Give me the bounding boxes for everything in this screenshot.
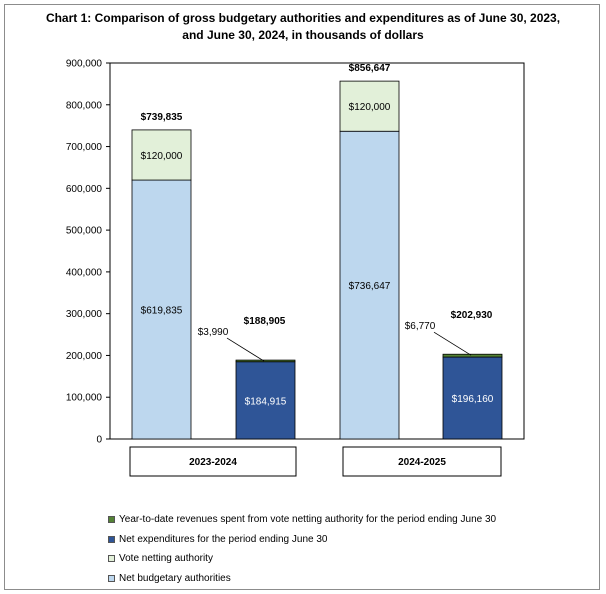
leader-line <box>226 337 265 362</box>
category-box <box>129 446 297 477</box>
data-label: $184,915 <box>245 396 287 407</box>
data-label: $3,990 <box>198 327 229 338</box>
category-box <box>342 446 502 477</box>
bar-segment <box>442 356 503 440</box>
data-label: $619,835 <box>141 306 183 317</box>
bar-segment <box>235 361 296 440</box>
legend-item-revenues: Year-to-date revenues spent from vote ne… <box>108 510 496 530</box>
data-label: $736,647 <box>349 281 391 292</box>
legend-swatch-revenues <box>108 516 115 524</box>
legend-item-net-expenditures: Net expenditures for the period ending J… <box>108 530 496 550</box>
legend-item-vote-netting: Vote netting authority <box>108 549 496 569</box>
chart-title-line-2: and June 30, 2024, in thousands of dolla… <box>182 28 424 42</box>
data-label: $196,160 <box>452 394 494 405</box>
bar-segment <box>339 130 400 440</box>
y-tick-label: 700,000 <box>66 142 103 153</box>
y-tick-label: 200,000 <box>66 351 103 362</box>
y-tick-label: 900,000 <box>66 59 103 70</box>
category-label: 2023-2024 <box>189 457 237 468</box>
chart-frame <box>4 4 600 590</box>
data-label: $120,000 <box>349 102 391 113</box>
leader-line <box>433 331 472 356</box>
bar-segment <box>235 359 296 363</box>
legend-swatch-net-budgetary <box>108 574 115 582</box>
legend-label-net-budgetary: Net budgetary authorities <box>119 572 231 584</box>
chart-title-line-1: Chart 1: Comparison of gross budgetary a… <box>45 11 561 25</box>
total-label: $202,930 <box>451 310 493 321</box>
total-label: $856,647 <box>349 63 391 74</box>
chart-legend: Year-to-date revenues spent from vote ne… <box>108 510 496 588</box>
bar-segment <box>442 353 503 358</box>
y-tick-label: 400,000 <box>66 267 103 278</box>
y-tick-label: 800,000 <box>66 100 103 111</box>
total-label: $188,905 <box>244 316 286 327</box>
data-label: $6,770 <box>405 321 436 332</box>
bar-segment <box>131 129 192 181</box>
legend-label-revenues: Year-to-date revenues spent from vote ne… <box>119 514 497 526</box>
legend-label-net-expenditures: Net expenditures for the period ending J… <box>119 533 328 545</box>
total-label: $739,835 <box>141 112 183 123</box>
legend-label-vote-netting: Vote netting authority <box>119 553 213 565</box>
y-tick-label: 300,000 <box>66 309 103 320</box>
plot-area <box>109 62 525 440</box>
y-tick-label: 600,000 <box>66 184 103 195</box>
legend-swatch-vote-netting <box>108 555 115 563</box>
legend-swatch-net-expenditures <box>108 535 115 543</box>
data-label: $120,000 <box>141 151 183 162</box>
y-tick-label: 100,000 <box>66 393 103 404</box>
legend-item-net-budgetary: Net budgetary authorities <box>108 569 496 589</box>
chart-title: Chart 1: Comparison of gross budgetary a… <box>0 10 606 44</box>
bar-segment <box>339 80 400 132</box>
y-tick-label: 500,000 <box>66 226 103 237</box>
category-label: 2024-2025 <box>398 457 446 468</box>
y-tick-label: 0 <box>96 435 102 446</box>
